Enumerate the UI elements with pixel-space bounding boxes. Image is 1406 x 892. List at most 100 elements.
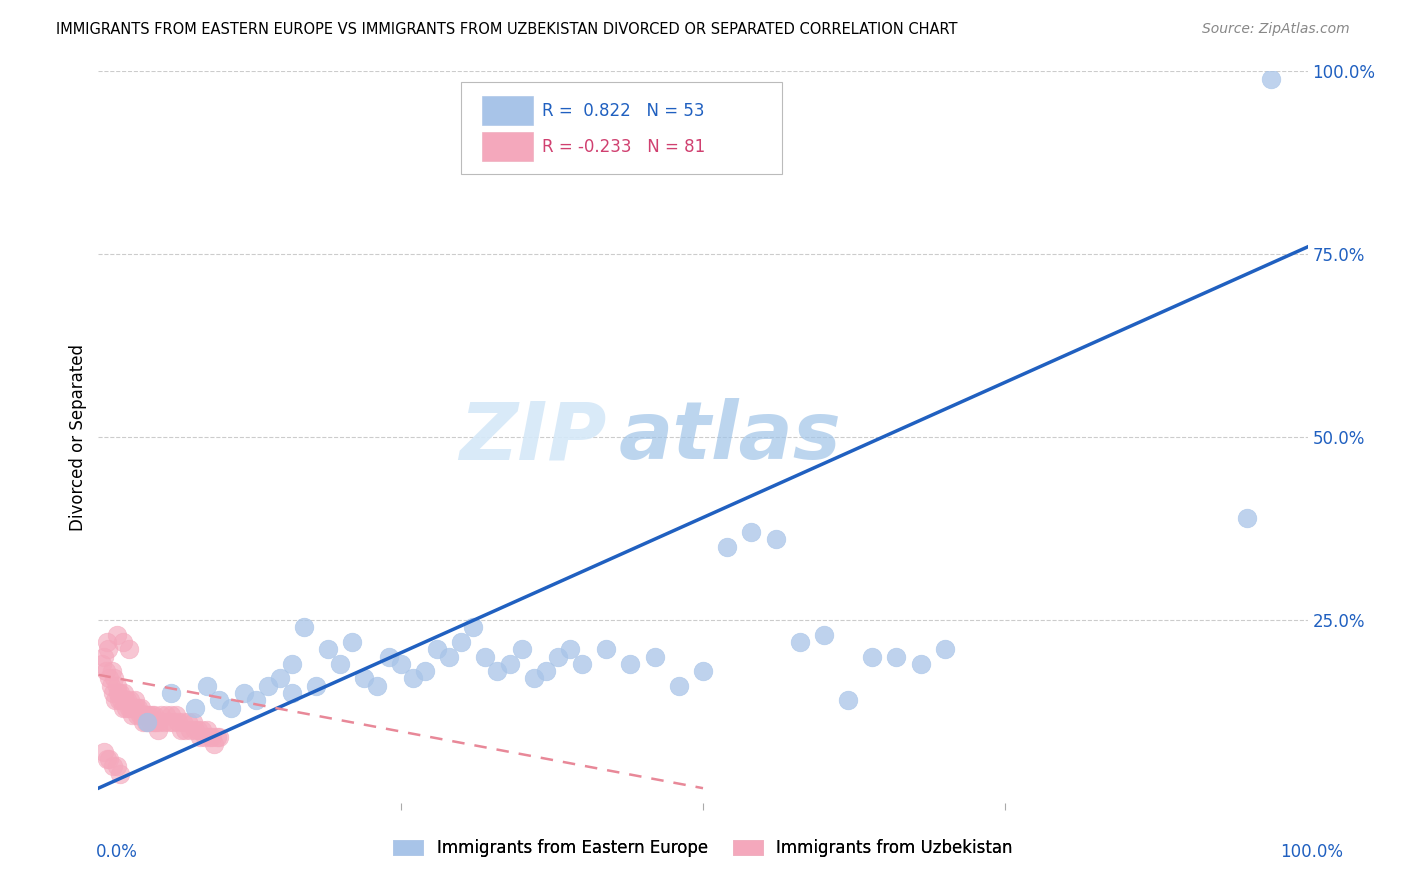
Y-axis label: Divorced or Separated: Divorced or Separated [69, 343, 87, 531]
Text: ZIP: ZIP [458, 398, 606, 476]
Point [837, 693, 859, 707]
Point [117, 693, 139, 707]
Point [198, 730, 221, 744]
Point [104, 693, 127, 707]
Point [120, 700, 142, 714]
Point [195, 679, 218, 693]
Point [105, 759, 128, 773]
Point [184, 700, 207, 714]
Point [292, 620, 315, 634]
Point [146, 723, 169, 737]
Point [139, 715, 162, 730]
Point [245, 693, 267, 707]
Point [305, 679, 328, 693]
Point [498, 657, 520, 671]
Point [172, 715, 194, 730]
Point [94, 664, 117, 678]
Point [108, 766, 131, 780]
Point [366, 679, 388, 693]
Point [157, 715, 180, 730]
Point [128, 708, 150, 723]
Point [377, 649, 399, 664]
Point [558, 642, 581, 657]
Point [98, 672, 121, 686]
Point [187, 723, 209, 737]
Point [342, 635, 364, 649]
Point [142, 715, 165, 730]
Point [136, 715, 159, 730]
Point [740, 525, 762, 540]
Point [644, 649, 666, 664]
Point [194, 730, 217, 744]
Point [595, 642, 617, 657]
Point [131, 708, 153, 723]
Point [281, 686, 304, 700]
Point [716, 540, 738, 554]
Point [98, 752, 121, 766]
Point [281, 657, 304, 671]
Point [534, 664, 557, 678]
Point [269, 672, 291, 686]
Point [860, 649, 883, 664]
Point [125, 700, 148, 714]
Point [184, 723, 207, 737]
Point [148, 715, 170, 730]
Point [813, 627, 835, 641]
Point [122, 700, 145, 714]
Point [135, 708, 157, 723]
Point [208, 730, 231, 744]
Point [160, 708, 183, 723]
Point [114, 693, 136, 707]
Point [101, 686, 124, 700]
Point [668, 679, 690, 693]
Point [100, 679, 122, 693]
Point [413, 664, 436, 678]
Point [204, 737, 226, 751]
Point [118, 700, 141, 714]
Point [174, 723, 197, 737]
Point [115, 700, 138, 714]
Text: R = -0.233   N = 81: R = -0.233 N = 81 [543, 137, 706, 156]
Point [208, 693, 231, 707]
Point [103, 672, 125, 686]
Point [101, 759, 124, 773]
Point [127, 700, 149, 714]
Text: Source: ZipAtlas.com: Source: ZipAtlas.com [1202, 22, 1350, 37]
Point [177, 715, 200, 730]
FancyBboxPatch shape [482, 96, 533, 126]
Point [152, 715, 174, 730]
Point [450, 635, 472, 649]
Point [91, 657, 114, 671]
Text: R =  0.822   N = 53: R = 0.822 N = 53 [543, 102, 704, 120]
Point [329, 657, 352, 671]
Point [886, 649, 908, 664]
Point [118, 642, 141, 657]
Point [135, 715, 157, 730]
Point [188, 730, 211, 744]
Text: 100.0%: 100.0% [1279, 843, 1343, 861]
Point [191, 723, 214, 737]
Point [135, 715, 157, 730]
Point [108, 686, 131, 700]
Point [179, 723, 201, 737]
Point [437, 649, 460, 664]
Point [112, 686, 135, 700]
Point [426, 642, 449, 657]
Point [910, 657, 932, 671]
Point [474, 649, 496, 664]
Point [143, 708, 166, 723]
Point [162, 715, 184, 730]
Point [100, 664, 122, 678]
Point [169, 723, 191, 737]
Point [205, 730, 228, 744]
Point [121, 708, 143, 723]
Point [96, 752, 118, 766]
Point [256, 679, 278, 693]
Point [1260, 71, 1282, 86]
Point [523, 672, 546, 686]
Point [510, 642, 533, 657]
Point [789, 635, 811, 649]
Point [107, 686, 129, 700]
Point [108, 693, 131, 707]
Point [402, 672, 425, 686]
